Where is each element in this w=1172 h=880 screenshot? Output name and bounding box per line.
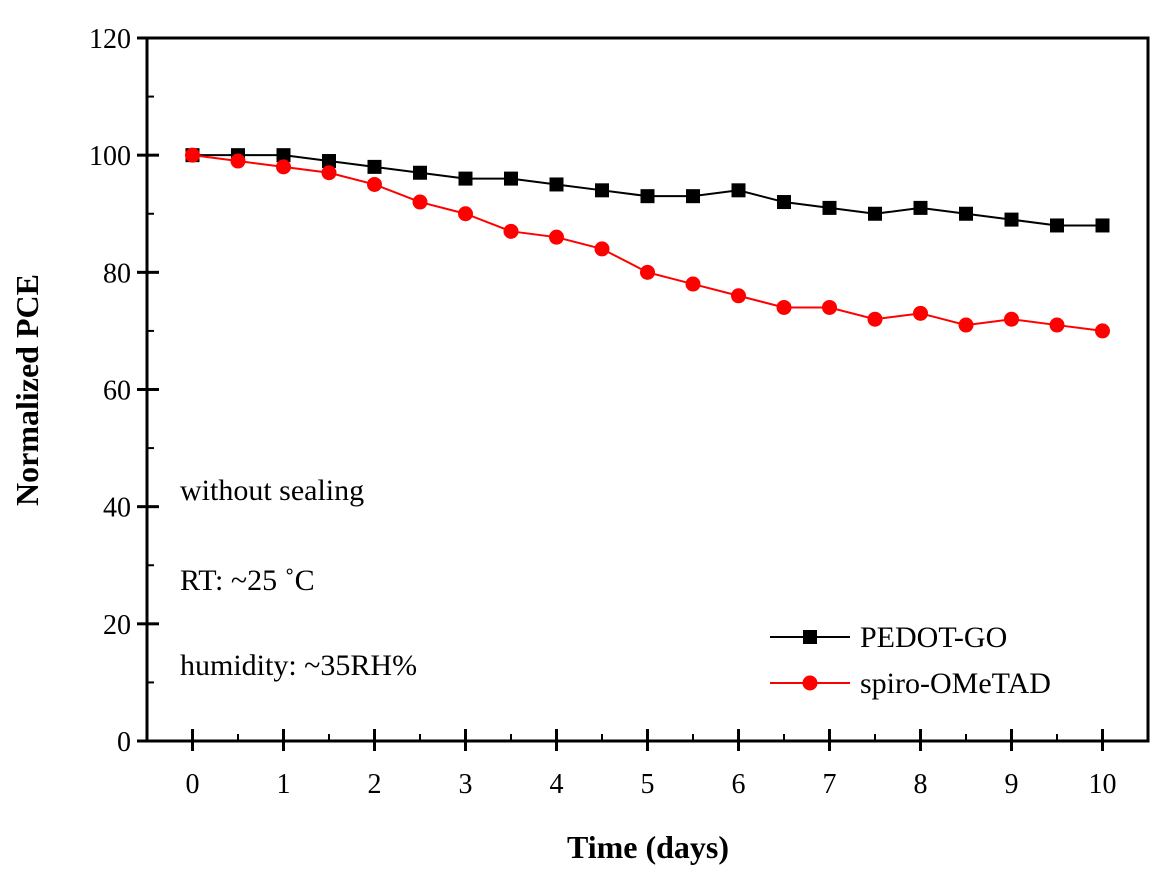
data-point — [913, 200, 928, 215]
x-axis-title: Time (days) — [567, 829, 729, 865]
data-point — [1095, 323, 1110, 339]
data-point — [367, 159, 382, 174]
data-point — [503, 223, 519, 239]
data-point — [731, 183, 746, 198]
legend-marker — [803, 630, 817, 644]
data-point — [868, 206, 882, 221]
y-tick-label: 120 — [89, 24, 131, 55]
x-tick-label: 6 — [732, 769, 746, 800]
data-point — [1004, 212, 1019, 227]
data-point — [686, 189, 700, 204]
annotation-humidity: humidity: ~35RH% — [180, 649, 417, 682]
legend-item: PEDOT-GO — [770, 621, 1007, 654]
data-point — [913, 305, 928, 321]
x-tick-label: 2 — [368, 769, 382, 800]
x-tick-label: 3 — [459, 769, 473, 800]
data-point — [549, 177, 564, 192]
y-tick-label: 0 — [117, 727, 131, 758]
annotation-sealing: without sealing — [180, 474, 364, 507]
data-point — [504, 171, 518, 186]
x-tick-label: 10 — [1089, 769, 1117, 800]
x-tick-label: 7 — [823, 769, 837, 800]
legend-label: PEDOT-GO — [860, 621, 1007, 654]
data-point — [1049, 317, 1065, 333]
x-tick-label: 8 — [914, 769, 928, 800]
data-point — [549, 229, 564, 245]
series-line — [192, 154, 1103, 332]
data-point — [776, 299, 792, 315]
y-tick-label: 100 — [89, 141, 131, 172]
y-axis-title: Normalized PCE — [9, 274, 45, 506]
data-point — [185, 147, 200, 163]
y-tick-label: 40 — [103, 493, 131, 524]
annotation-temperature: RT: ~25 ˚C — [180, 564, 315, 597]
data-point — [412, 194, 428, 210]
series-layer — [185, 147, 1110, 339]
data-point — [685, 276, 701, 292]
data-point — [822, 200, 837, 215]
y-tick-label: 60 — [103, 376, 131, 407]
data-point — [640, 189, 655, 204]
data-point — [367, 176, 382, 192]
data-point — [867, 311, 883, 327]
x-tick-label: 4 — [550, 769, 564, 800]
y-tick-label: 20 — [103, 610, 131, 641]
data-point — [276, 159, 291, 175]
legend-marker — [802, 675, 818, 691]
legend: PEDOT-GO spiro-OMeTAD — [770, 621, 1051, 700]
x-tick-label: 1 — [277, 769, 291, 800]
x-tick-label: 5 — [641, 769, 655, 800]
data-point — [731, 288, 746, 304]
x-tick-label: 9 — [1005, 769, 1019, 800]
data-point — [777, 195, 791, 210]
data-point — [640, 264, 655, 280]
data-point — [230, 153, 246, 169]
data-point — [276, 148, 291, 163]
data-point — [413, 165, 427, 180]
x-tick-label: 0 — [186, 769, 200, 800]
data-point — [822, 299, 837, 315]
data-point — [458, 171, 473, 186]
data-point — [322, 154, 336, 169]
data-point — [959, 206, 973, 221]
legend-item: spiro-OMeTAD — [770, 667, 1051, 700]
data-point — [321, 165, 337, 181]
data-point — [1095, 218, 1110, 233]
y-tick-label: 80 — [103, 258, 131, 289]
data-point — [594, 241, 610, 257]
data-point — [458, 206, 473, 222]
data-point — [595, 183, 609, 198]
series-spiro-ometad — [185, 147, 1110, 339]
data-point — [1050, 218, 1064, 233]
legend-label: spiro-OMeTAD — [860, 667, 1051, 700]
data-point — [958, 317, 974, 333]
series-pedot-go — [185, 148, 1110, 233]
axis-ticks — [137, 36, 1104, 751]
data-point — [1004, 311, 1019, 327]
